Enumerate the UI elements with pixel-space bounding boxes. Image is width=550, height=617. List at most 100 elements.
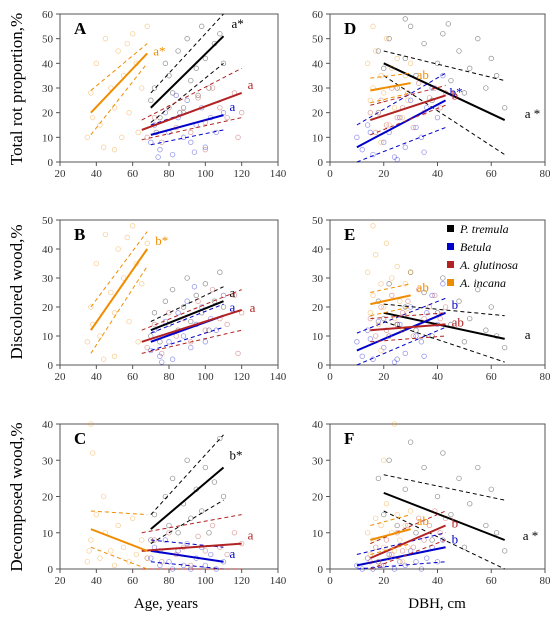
data-point-F-a-incana-3 [373, 515, 379, 521]
data-point-E-p-tremula-15 [475, 286, 481, 293]
series-B-p-tremula: a [148, 269, 236, 345]
data-point-A-p-tremula-10 [193, 65, 199, 71]
sig-label-A-a-incana: a* [153, 43, 165, 58]
y-tick-label-F-0: 0 [318, 564, 324, 576]
y-tick-label-F-3: 30 [312, 455, 324, 467]
data-point-E-p-tremula-8 [429, 333, 435, 339]
sig-label-F-p-tremula: a * [523, 528, 539, 543]
data-point-E-p-tremula-16 [483, 327, 489, 333]
data-point-E-a-glutinosa-6 [399, 310, 406, 316]
data-point-C-a-glutinosa-9 [209, 522, 216, 529]
data-point-A-a-glutinosa-10 [217, 105, 223, 111]
data-point-D-a-incana-6 [381, 90, 387, 96]
legend-swatch-betula [447, 243, 454, 250]
data-point-B-p-tremula-15 [217, 269, 223, 275]
panel-label-D: D [344, 19, 356, 38]
regression-line-E-p-tremula [383, 311, 505, 340]
series-B-a-incana: b* [84, 223, 168, 362]
ci-lower-C-a-incana [90, 546, 148, 570]
ci-upper-A-a-glutinosa [141, 67, 242, 121]
legend-swatch-a-glutinosa [447, 261, 454, 268]
data-point-A-a-glutinosa-14 [235, 134, 241, 140]
data-point-D-betula-3 [370, 151, 376, 158]
data-point-D-a-incana-3 [373, 48, 379, 54]
ci-lower-F-p-tremula [383, 510, 505, 570]
data-point-B-p-tremula-13 [206, 327, 212, 333]
data-point-D-betula-8 [397, 114, 403, 121]
data-point-F-a-incana-6 [381, 544, 387, 550]
ci-upper-E-a-glutinosa [370, 312, 446, 320]
y-tick-label-F-2: 20 [312, 492, 324, 504]
series-E-a-glutinosa: ab [367, 286, 464, 343]
data-point-E-betula-13 [424, 310, 430, 316]
data-point-B-a-incana-5 [108, 289, 114, 296]
data-point-E-betula-12 [418, 339, 425, 345]
y-tick-label-B-3: 30 [42, 273, 54, 285]
regression-line-F-betula [356, 546, 446, 567]
x-tick-label-E-2: 40 [432, 371, 444, 383]
series-F-a-glutinosa: b [367, 508, 458, 570]
sig-label-C-p-tremula: b* [230, 448, 243, 463]
data-point-D-p-tremula-15 [475, 36, 481, 42]
y-tick-label-D-1: 10 [312, 132, 324, 144]
x-axis-label-age: Age, years [134, 596, 198, 612]
regression-line-A-p-tremula [150, 35, 225, 109]
ci-lower-A-p-tremula [150, 62, 224, 123]
data-point-E-a-incana-5 [378, 281, 384, 287]
data-point-B-p-tremula-9 [188, 318, 194, 325]
data-point-D-a-glutinosa-9 [416, 80, 422, 86]
data-point-B-p-tremula-8 [184, 275, 190, 281]
data-point-D-a-incana-13 [399, 114, 406, 121]
data-point-F-p-tremula-1 [381, 511, 387, 518]
data-point-D-p-tremula-7 [421, 40, 427, 47]
data-point-A-betula-9 [188, 139, 194, 145]
data-point-D-a-glutinosa-1 [373, 129, 379, 136]
data-point-A-betula-5 [169, 151, 176, 158]
y-tick-label-B-4: 40 [42, 244, 54, 256]
legend-label-p-tremula: P. tremula [459, 222, 509, 236]
data-point-A-a-incana-17 [135, 129, 141, 136]
regression-line-A-betula [150, 114, 224, 136]
data-point-C-a-glutinosa-4 [173, 551, 179, 558]
data-point-E-betula-9 [402, 350, 408, 357]
data-point-A-a-glutinosa-1 [151, 114, 158, 121]
data-point-A-a-incana-16 [124, 40, 130, 47]
data-point-B-a-glutinosa-3 [166, 310, 172, 316]
data-point-A-betula-14 [213, 129, 219, 136]
data-point-A-p-tremula-7 [180, 105, 187, 111]
data-point-E-betula-16 [440, 281, 446, 287]
data-point-A-a-incana-7 [115, 48, 121, 54]
data-point-E-a-incana-2 [370, 292, 376, 299]
data-point-C-p-tremula-1 [151, 511, 158, 518]
data-point-B-p-tremula-16 [220, 304, 227, 310]
data-point-E-betula-8 [397, 321, 403, 328]
data-point-A-a-glutinosa-4 [173, 124, 179, 131]
y-tick-label-D-0: 0 [318, 157, 324, 169]
data-point-F-a-incana-1 [367, 551, 373, 558]
data-point-E-a-incana-13 [399, 327, 406, 333]
data-point-F-a-glutinosa-10 [421, 537, 427, 543]
ci-upper-B-a-glutinosa [141, 289, 242, 331]
data-point-A-betula-18 [191, 149, 198, 155]
data-point-D-p-tremula-11 [448, 77, 454, 84]
data-point-B-betula-5 [169, 356, 176, 362]
data-point-E-a-incana-0 [364, 269, 371, 275]
ci-lower-F-betula [356, 561, 446, 570]
data-point-D-p-tremula-10 [440, 31, 446, 37]
data-point-D-a-incana-12 [397, 85, 403, 91]
data-point-A-betula-0 [148, 139, 154, 145]
data-point-E-p-tremula-2 [386, 281, 392, 287]
data-point-A-p-tremula-1 [151, 85, 158, 91]
x-tick-label-F-1: 20 [378, 575, 390, 587]
data-point-B-p-tremula-3 [162, 298, 169, 304]
data-point-B-betula-7 [180, 333, 187, 339]
data-point-E-p-tremula-9 [434, 310, 441, 316]
series-A-a-glutinosa: a [141, 67, 254, 153]
sig-label-F-a-incana: ab [417, 513, 429, 528]
data-point-B-a-incana-10 [130, 223, 136, 229]
data-point-F-betula-8 [397, 559, 403, 565]
data-point-F-p-tremula-8 [429, 537, 435, 543]
data-point-D-a-incana-16 [407, 60, 414, 66]
